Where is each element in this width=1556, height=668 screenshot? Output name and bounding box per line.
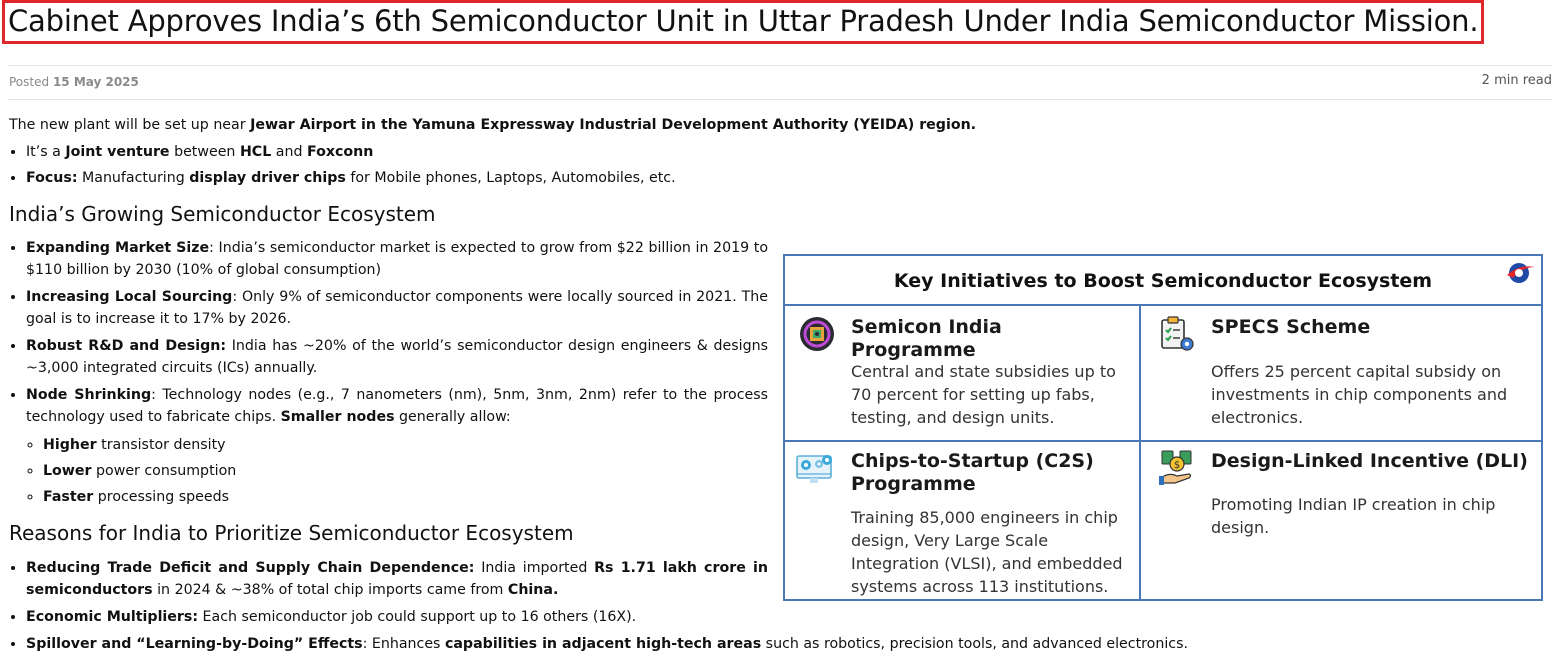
list-item: Higher transistor density	[43, 434, 768, 456]
initiative-description: Training 85,000 engineers in chip design…	[851, 508, 1123, 596]
chip-icon	[800, 317, 834, 351]
posted-label: Posted	[9, 75, 50, 89]
intro-text: The new plant will be set up near	[9, 117, 251, 133]
intro-paragraph: The new plant will be set up near Jewar …	[9, 114, 976, 136]
section-heading-ecosystem: India’s Growing Semiconductor Ecosystem	[9, 202, 436, 226]
list-item: Robust R&D and Design: India has ~20% of…	[26, 335, 768, 379]
ecosystem-list: Expanding Market Size: India’s semicondu…	[0, 237, 768, 513]
list-item: Focus: Manufacturing display driver chip…	[26, 167, 676, 189]
posted-date: 15 May 2025	[52, 75, 139, 89]
svg-text:$: $	[1174, 460, 1180, 471]
section-heading-reasons: Reasons for India to Prioritize Semicond…	[9, 521, 574, 545]
initiative-c2s: Chips-to-Startup (C2S) Programme Trainin…	[796, 450, 1129, 600]
initiative-title: Design-Linked Incentive (DLI)	[1211, 450, 1528, 472]
initiative-title: Semicon India Programme	[851, 316, 1002, 361]
monitor-gears-icon	[796, 455, 832, 483]
initiative-title: SPECS Scheme	[1211, 316, 1371, 338]
list-item: Lower power consumption	[43, 460, 768, 482]
list-item: It’s a Joint venture between HCL and Fox…	[26, 141, 676, 163]
list-item: Economic Multipliers: Each semiconductor…	[26, 606, 1200, 628]
reasons-list: Reducing Trade Deficit and Supply Chain …	[0, 557, 1200, 660]
initiative-description: Offers 25 percent capital subsidy on inv…	[1211, 362, 1508, 427]
initiative-title: Chips-to-Startup (C2S) Programme	[851, 450, 1094, 495]
initiative-specs: SPECS Scheme Offers 25 percent capital s…	[1159, 316, 1529, 436]
list-item: Faster processing speeds	[43, 486, 768, 508]
initiative-description: Promoting Indian IP creation in chip des…	[1211, 495, 1496, 537]
initiative-dli: $ Design-Linked Incentive (DLI) Promotin…	[1159, 450, 1529, 570]
list-item: Spillover and “Learning-by-Doing” Effect…	[26, 633, 1200, 655]
list-item: Node Shrinking: Technology nodes (e.g., …	[26, 384, 768, 508]
key-facts-list: It’s a Joint venture between HCL and Fox…	[0, 141, 676, 193]
infographic-title: Key Initiatives to Boost Semiconductor E…	[785, 256, 1541, 306]
title-highlight-box	[2, 0, 1484, 44]
intro-location: Jewar Airport in the Yamuna Expressway I…	[250, 117, 977, 133]
list-item: Expanding Market Size: India’s semicondu…	[26, 237, 768, 281]
read-time: 2 min read	[1481, 73, 1552, 88]
divider-top	[8, 65, 1552, 66]
initiative-description: Central and state subsidies up to 70 per…	[851, 362, 1116, 427]
clipboard-gear-icon	[1161, 316, 1194, 351]
node-benefits-list: Higher transistor density Lower power co…	[26, 434, 768, 508]
initiatives-infographic: Key Initiatives to Boost Semiconductor E…	[783, 254, 1543, 601]
money-hand-icon: $	[1159, 450, 1192, 485]
posted-meta: Posted 15 May 2025	[9, 75, 139, 89]
page-title: Cabinet Approves India’s 6th Semiconduct…	[8, 4, 1479, 38]
list-item: Reducing Trade Deficit and Supply Chain …	[26, 557, 768, 601]
brand-logo-icon	[1507, 263, 1535, 283]
divider-bottom	[8, 99, 1552, 100]
list-item: Increasing Local Sourcing: Only 9% of se…	[26, 286, 768, 330]
initiative-semicon-india: Semicon India Programme Central and stat…	[799, 316, 1129, 436]
grid-divider-horizontal	[785, 440, 1541, 442]
grid-divider-vertical	[1139, 304, 1141, 601]
